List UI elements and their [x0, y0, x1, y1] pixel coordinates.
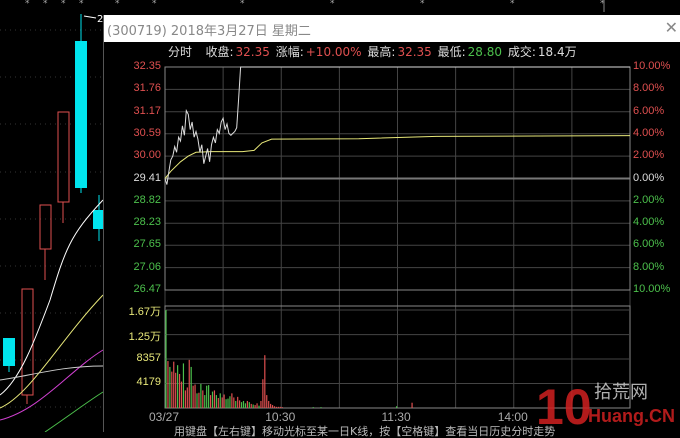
price-tick-label: 32.35 — [133, 60, 161, 72]
close-label: 收盘: — [205, 45, 234, 59]
percent-tick-label: 4.00% — [633, 126, 665, 139]
average-price-line — [164, 135, 631, 179]
price-tick-label: 26.47 — [133, 283, 161, 295]
price-line — [164, 66, 630, 185]
svg-text:*: * — [25, 0, 30, 9]
watermark-logo: 10 拾荒网 Huang.CN — [536, 379, 675, 432]
svg-text:*: * — [330, 0, 335, 9]
percent-tick-label: 2.00% — [633, 193, 665, 206]
candle — [93, 210, 103, 229]
low-value: 28.80 — [467, 45, 503, 59]
percent-tick-label: 2.00% — [633, 149, 665, 162]
svg-text:*: * — [600, 0, 605, 9]
window-title: (300719) 2018年3月27日 星期二 — [107, 24, 311, 39]
percent-tick-label: 8.00% — [633, 82, 665, 95]
percent-tick-label: 6.00% — [633, 104, 665, 117]
svg-text:*: * — [152, 0, 157, 9]
volume-tick-label: 4179 — [136, 376, 161, 389]
candle — [3, 338, 15, 366]
candle — [39, 204, 52, 250]
info-bar: 分时 收盘: 32.35 涨幅: +10.00% 最高: 32.35 最低: 28.80… — [168, 43, 579, 60]
percent-tick-label: 0.00% — [633, 171, 665, 184]
price-tick-label: 30.59 — [133, 126, 161, 139]
price-tick-label: 31.17 — [133, 104, 161, 117]
high-value: 32.35 — [397, 45, 432, 59]
volume-tick-label: 1.67万 — [128, 306, 161, 318]
intraday-popup: (300719) 2018年3月27日 星期二 ✕ 分时 收盘: 32.35 涨幅… — [103, 15, 680, 438]
volume-label: 成交: — [507, 45, 536, 59]
svg-text:*: * — [420, 0, 425, 9]
svg-text:*: * — [115, 0, 120, 9]
time-tick-label: 14:00 — [497, 410, 528, 424]
close-icon[interactable]: ✕ — [664, 18, 678, 37]
price-tick-label: 28.23 — [133, 216, 161, 229]
candle — [21, 288, 34, 396]
change-value: +10.00% — [305, 45, 362, 59]
volume-panel-border — [164, 305, 631, 409]
candle — [57, 111, 70, 203]
volume-tick-label: 1.25万 — [128, 330, 161, 343]
high-label: 最高: — [367, 45, 396, 59]
title-bar[interactable]: (300719) 2018年3月27日 星期二 ✕ — [104, 15, 680, 42]
svg-text:*: * — [510, 0, 515, 9]
svg-text:*: * — [79, 0, 84, 9]
percent-tick-label: 4.00% — [633, 216, 665, 229]
percent-tick-label: 10.00% — [633, 283, 671, 295]
price-tick-label: 27.65 — [133, 238, 161, 251]
volume-value: 18.4万 — [537, 45, 577, 59]
candle — [75, 41, 87, 188]
svg-text:2: 2 — [97, 14, 103, 25]
svg-text:10: 10 — [536, 379, 592, 432]
svg-text:Huang.CN: Huang.CN — [588, 406, 675, 426]
svg-text:拾荒网: 拾荒网 — [594, 382, 648, 403]
price-tick-label: 31.76 — [133, 82, 161, 95]
intraday-chart[interactable] — [104, 15, 680, 432]
time-tick-label: 11:30 — [381, 410, 411, 424]
price-tick-label: 27.06 — [133, 260, 161, 273]
price-tick-label: 30.00 — [133, 149, 161, 162]
volume-tick-label: 8357 — [136, 351, 161, 364]
price-tick-label: 29.41 — [133, 171, 161, 184]
price-tick-label: 28.82 — [133, 193, 161, 206]
mode-label: 分时 — [168, 45, 193, 59]
time-tick-label: 03/27 — [149, 410, 180, 424]
svg-text:*: * — [61, 0, 66, 9]
change-label: 涨幅: — [275, 45, 304, 59]
percent-tick-label: 6.00% — [633, 238, 665, 251]
percent-tick-label: 10.00% — [633, 60, 671, 72]
close-value: 32.35 — [235, 45, 270, 59]
svg-text:*: * — [43, 0, 48, 9]
svg-text:*: * — [240, 0, 245, 9]
percent-tick-label: 8.00% — [633, 260, 665, 273]
time-tick-label: 10:30 — [265, 410, 296, 424]
low-label: 最低: — [437, 45, 466, 59]
